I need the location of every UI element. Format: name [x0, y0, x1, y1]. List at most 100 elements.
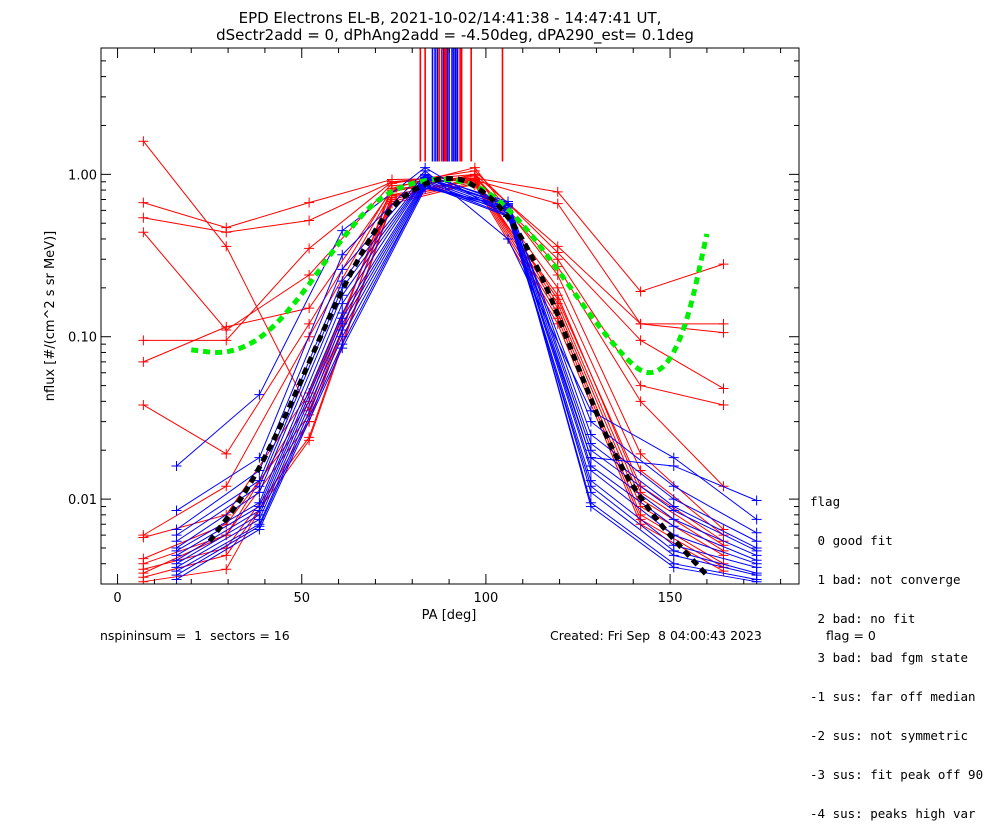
data-point — [221, 227, 232, 238]
series-line-blue-12 — [176, 186, 757, 576]
data-point — [304, 243, 315, 254]
legend-entry: 2 bad: no fit — [810, 611, 916, 626]
x-tick-label: 150 — [658, 591, 683, 606]
data-point — [138, 212, 149, 223]
legend-entry: -2 sus: not symmetric — [810, 728, 969, 743]
data-point — [751, 576, 762, 584]
series-line-blue-3 — [176, 173, 757, 534]
data-point — [171, 505, 182, 516]
data-point — [337, 264, 348, 275]
legend-entry: -4 sus: peaks high var — [810, 806, 976, 821]
data-point — [668, 481, 679, 492]
data-point — [751, 527, 762, 538]
data-point — [304, 318, 315, 329]
flag-legend: flag 0 good fit 1 bad: not converge 2 ba… — [810, 469, 983, 833]
data-point — [718, 566, 729, 577]
x-tick-label: 0 — [113, 591, 121, 606]
data-point — [635, 396, 646, 407]
series-line-red-4 — [142, 170, 724, 389]
data-point — [304, 215, 315, 226]
y-tick-label: 1.00 — [68, 168, 97, 183]
chart-subtitle: dSectr2add = 0, dPhAng2add = -4.50deg, d… — [216, 26, 694, 45]
series-line-red-13 — [143, 182, 724, 578]
series-line-red-15 — [143, 181, 724, 574]
data-point — [304, 269, 315, 280]
data-point — [138, 227, 149, 238]
data-point — [718, 318, 729, 329]
plot-frame — [100, 47, 800, 585]
y-tick-label: 0.10 — [68, 331, 97, 346]
data-point — [304, 303, 315, 314]
data-point — [171, 460, 182, 471]
legend-entry: 3 bad: bad fgm state — [810, 650, 969, 665]
data-point — [585, 501, 596, 512]
data-point — [254, 389, 265, 400]
series-line-red-3 — [143, 179, 724, 325]
series-line-red-6 — [143, 175, 724, 487]
data-point — [304, 435, 315, 446]
legend-entry: -1 sus: far off median — [810, 689, 976, 704]
data-point — [221, 321, 232, 332]
data-point — [304, 197, 315, 208]
data-point — [138, 335, 149, 346]
series-line-red-2 — [143, 177, 724, 293]
legend-entry: 0 good fit — [810, 533, 893, 548]
data-point — [718, 327, 729, 338]
series-line-blue-10 — [176, 182, 757, 568]
x-axis-label: PA [deg] — [422, 608, 477, 623]
data-point — [138, 568, 149, 579]
footer-created: Created: Fri Sep 8 04:00:43 2023 — [550, 628, 762, 643]
legend-entry: -3 sus: fit peak off 90 — [810, 767, 984, 782]
series-line-blue-4 — [176, 175, 757, 542]
footer-spin-info: nspininsum = 1 sectors = 16 — [100, 628, 290, 643]
y-tick-label: 0.01 — [68, 493, 97, 508]
data-point — [503, 233, 514, 244]
series-line-red-11 — [143, 179, 724, 565]
data-point — [668, 562, 679, 573]
data-point — [221, 481, 232, 492]
black-dashed-fit — [207, 176, 709, 578]
data-point — [138, 399, 149, 410]
data-point — [552, 198, 563, 209]
data-point — [751, 514, 762, 525]
data-point — [138, 356, 149, 367]
data-point — [718, 399, 729, 410]
data-point — [337, 343, 348, 354]
data-point — [635, 335, 646, 346]
data-point — [254, 487, 265, 498]
data-point — [138, 197, 149, 208]
series-line-blue-7 — [176, 178, 757, 556]
data-point — [221, 564, 232, 575]
green-dashed-fit — [190, 176, 710, 376]
series-line-red-5 — [143, 173, 724, 341]
data-point — [337, 225, 348, 236]
series-line-red-8 — [143, 173, 724, 536]
pitch-angle-chart: EPD Electrons EL-B, 2021-10-02/14:41:38 … — [43, 9, 800, 623]
series-line-blue-11 — [176, 184, 757, 574]
plot-area — [138, 48, 762, 584]
data-point — [138, 136, 149, 147]
data-point — [635, 380, 646, 391]
data-point — [751, 495, 762, 506]
data-point — [221, 448, 232, 459]
data-point — [171, 574, 182, 584]
data-point — [552, 290, 563, 301]
data-point — [668, 505, 679, 516]
series-line-blue-14 — [176, 187, 757, 583]
series-line-blue-2 — [176, 170, 757, 520]
data-point — [668, 521, 679, 532]
data-point — [138, 532, 149, 543]
data-point — [337, 298, 348, 309]
chart-title: EPD Electrons EL-B, 2021-10-02/14:41:38 … — [239, 9, 662, 27]
data-point — [718, 259, 729, 270]
data-point — [635, 448, 646, 459]
data-point — [668, 452, 679, 463]
series-line-blue-6 — [176, 177, 757, 552]
series-line-blue-8 — [176, 179, 757, 561]
data-point — [585, 416, 596, 427]
data-point — [254, 524, 265, 535]
data-point — [552, 241, 563, 252]
y-axis-label: nflux [#/(cm^2 s sr MeV)] — [43, 231, 58, 401]
x-tick-label: 100 — [473, 591, 498, 606]
data-point — [221, 335, 232, 346]
